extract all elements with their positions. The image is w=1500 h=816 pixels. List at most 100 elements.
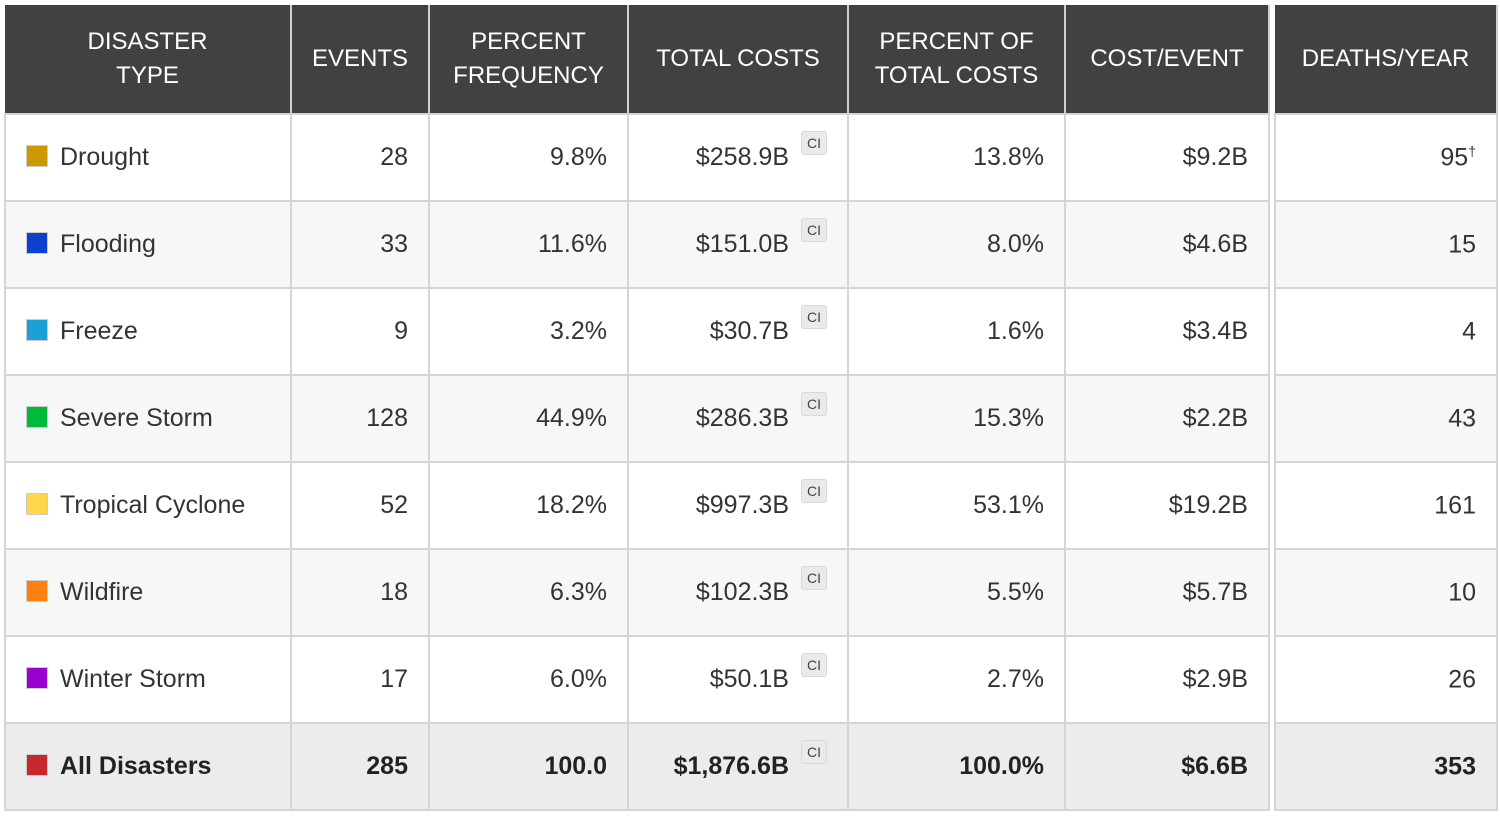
cell-percent-frequency: 11.6% [428, 200, 629, 289]
cell-percent-total-costs: 1.6% [847, 287, 1066, 376]
column-gap [1269, 375, 1275, 462]
cell-disaster-type: Winter Storm [4, 635, 292, 724]
confidence-interval-button[interactable]: CI [801, 740, 827, 764]
cell-cost-per-event: $3.4B [1064, 287, 1270, 376]
header-percent-total-costs[interactable]: PERCENT OF TOTAL COSTS [848, 5, 1066, 114]
cell-percent-total-costs: 5.5% [847, 548, 1066, 637]
cell-disaster-type: All Disasters [4, 722, 292, 811]
column-gap [1269, 636, 1275, 723]
cell-cost-per-event: $2.2B [1064, 374, 1270, 463]
cell-events: 52 [290, 461, 430, 550]
deaths-value: 15 [1448, 230, 1476, 259]
disaster-type-label: Freeze [60, 317, 138, 345]
cell-percent-frequency: 6.3% [428, 548, 629, 637]
cell-deaths-per-year: 43 [1274, 374, 1498, 463]
deaths-value: 10 [1448, 578, 1476, 607]
confidence-interval-button[interactable]: CI [801, 218, 827, 242]
cell-total-costs: $102.3B CI [627, 548, 849, 637]
color-swatch-flooding [26, 232, 48, 255]
total-cost-value: $258.9B [695, 143, 789, 171]
header-deaths-per-year[interactable]: DEATHS/YEAR [1275, 5, 1498, 114]
cell-total-costs: $997.3B CI [627, 461, 849, 550]
deaths-value: 26 [1448, 665, 1476, 694]
color-swatch-drought [26, 145, 48, 168]
cell-deaths-per-year: 15 [1274, 200, 1498, 289]
disaster-cost-table: DISASTER TYPE EVENTS PERCENT FREQUENCY T… [4, 5, 1498, 811]
cell-total-costs: $258.9B CI [627, 113, 849, 202]
confidence-interval-button[interactable]: CI [801, 392, 827, 416]
table-row: Drought 28 9.8% $258.9B CI 13.8% $9.2B 95† [4, 113, 1498, 202]
deaths-value: 161 [1434, 491, 1476, 520]
deaths-value: 353 [1434, 752, 1476, 781]
cell-events: 18 [290, 548, 430, 637]
cell-cost-per-event: $4.6B [1064, 200, 1270, 289]
table-row: Freeze 9 3.2% $30.7B CI 1.6% $3.4B 4 [4, 287, 1498, 376]
cell-cost-per-event: $5.7B [1064, 548, 1270, 637]
cell-disaster-type: Severe Storm [4, 374, 292, 463]
cell-disaster-type: Freeze [4, 287, 292, 376]
cell-cost-per-event: $9.2B [1064, 113, 1270, 202]
deaths-value: 95 [1440, 143, 1469, 172]
confidence-interval-button[interactable]: CI [801, 131, 827, 155]
cell-total-costs: $50.1B CI [627, 635, 849, 724]
cell-events: 17 [290, 635, 430, 724]
cell-disaster-type: Flooding [4, 200, 292, 289]
table-row: Wildfire 18 6.3% $102.3B CI 5.5% $5.7B 10 [4, 548, 1498, 637]
total-cost-value: $997.3B [695, 491, 789, 519]
cell-events: 285 [290, 722, 430, 811]
total-row: All Disasters 285 100.0 $1,876.6B CI 100.0% $6… [4, 722, 1498, 811]
table-row: Severe Storm 128 44.9% $286.3B CI 15.3% $2.2B 4… [4, 374, 1498, 463]
color-swatch-freeze [26, 319, 48, 342]
cell-deaths-per-year: 353 [1274, 722, 1498, 811]
cell-percent-frequency: 18.2% [428, 461, 629, 550]
disaster-type-label: Flooding [60, 230, 156, 258]
header-row: DISASTER TYPE EVENTS PERCENT FREQUENCY T… [5, 5, 1498, 114]
disaster-type-label: Wildfire [60, 578, 144, 606]
header-total-costs[interactable]: TOTAL COSTS [628, 5, 849, 114]
column-gap [1269, 114, 1275, 201]
column-gap [1269, 462, 1275, 549]
disaster-type-label: Drought [60, 143, 149, 171]
cell-percent-frequency: 44.9% [428, 374, 629, 463]
header-cost-per-event[interactable]: COST/EVENT [1065, 5, 1270, 114]
cell-percent-total-costs: 53.1% [847, 461, 1066, 550]
cell-deaths-per-year: 161 [1274, 461, 1498, 550]
cell-percent-frequency: 6.0% [428, 635, 629, 724]
column-gap [1269, 288, 1275, 375]
cell-total-costs: $30.7B CI [627, 287, 849, 376]
column-gap [1269, 5, 1275, 114]
header-events[interactable]: EVENTS [291, 5, 430, 114]
total-cost-value: $286.3B [695, 404, 789, 432]
disaster-type-label: Severe Storm [60, 404, 213, 432]
color-swatch-winter-storm [26, 667, 48, 690]
disaster-type-label: Tropical Cyclone [60, 491, 246, 519]
table-row: Flooding 33 11.6% $151.0B CI 8.0% $4.6B 15 [4, 200, 1498, 289]
cell-total-costs: $1,876.6B CI [627, 722, 849, 811]
disaster-type-label: Winter Storm [60, 665, 206, 693]
cell-percent-total-costs: 100.0% [847, 722, 1066, 811]
cell-events: 128 [290, 374, 430, 463]
color-swatch-all-disasters [26, 754, 48, 777]
confidence-interval-button[interactable]: CI [801, 566, 827, 590]
cell-percent-frequency: 3.2% [428, 287, 629, 376]
total-cost-value: $151.0B [695, 230, 789, 258]
confidence-interval-button[interactable]: CI [801, 653, 827, 677]
column-gap [1269, 723, 1275, 810]
cell-deaths-per-year: 10 [1274, 548, 1498, 637]
cell-total-costs: $286.3B CI [627, 374, 849, 463]
confidence-interval-button[interactable]: CI [801, 479, 827, 503]
cell-cost-per-event: $2.9B [1064, 635, 1270, 724]
cell-percent-frequency: 9.8% [428, 113, 629, 202]
header-percent-frequency[interactable]: PERCENT FREQUENCY [429, 5, 629, 114]
confidence-interval-button[interactable]: CI [801, 305, 827, 329]
cell-disaster-type: Wildfire [4, 548, 292, 637]
header-disaster-type[interactable]: DISASTER TYPE [5, 5, 292, 114]
total-cost-value: $102.3B [695, 578, 789, 606]
color-swatch-severe-storm [26, 406, 48, 429]
footnote-dagger[interactable]: † [1468, 142, 1476, 159]
column-gap [1269, 201, 1275, 288]
cell-deaths-per-year: 26 [1274, 635, 1498, 724]
cell-percent-total-costs: 8.0% [847, 200, 1066, 289]
cell-total-costs: $151.0B CI [627, 200, 849, 289]
cell-disaster-type: Drought [4, 113, 292, 202]
